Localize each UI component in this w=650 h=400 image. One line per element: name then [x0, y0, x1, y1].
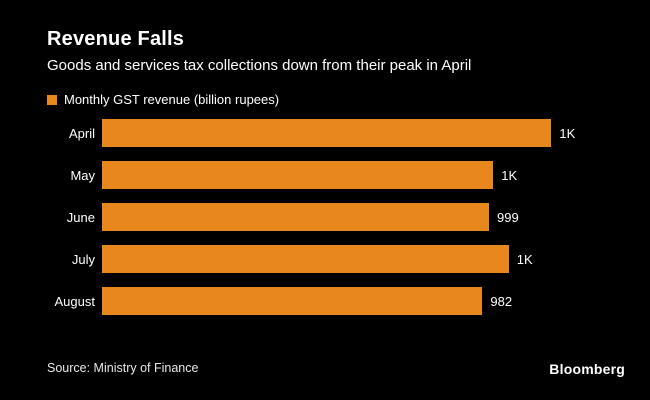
- bar-area: 982: [102, 287, 625, 315]
- bar-row: August 982: [47, 287, 625, 315]
- value-label: 1K: [559, 125, 576, 141]
- value-label: 1K: [516, 251, 533, 267]
- value-label: 982: [490, 293, 513, 309]
- bar: [102, 119, 552, 147]
- bar: [102, 245, 509, 273]
- bar-area: 1K: [102, 161, 625, 189]
- category-label: May: [70, 167, 95, 183]
- value-label: 1K: [501, 167, 518, 183]
- bar-area: 1K: [102, 119, 625, 147]
- bar-area: 999: [102, 203, 625, 231]
- legend-label: Monthly GST revenue (billion rupees): [64, 92, 280, 107]
- value-label: 999: [497, 209, 519, 225]
- bar-row: June 999: [47, 203, 625, 231]
- chart-legend: Monthly GST revenue (billion rupees): [47, 93, 625, 106]
- bar-area: 1K: [102, 245, 625, 273]
- category-label: August: [54, 293, 95, 309]
- category-label: July: [71, 251, 95, 267]
- bloomberg-logo: Bloomberg: [549, 361, 625, 377]
- legend-swatch-icon: [47, 94, 57, 105]
- bar-row: July 1K: [47, 245, 625, 273]
- bar-row: May 1K: [47, 161, 625, 189]
- chart-title: Revenue Falls: [47, 28, 185, 50]
- category-label: April: [68, 125, 95, 141]
- bar: [102, 287, 483, 315]
- source-note: Source: Ministry of Finance: [47, 361, 199, 375]
- bar: [102, 161, 494, 189]
- category-label: June: [66, 209, 95, 225]
- bar: [102, 203, 490, 231]
- chart-subtitle: Goods and services tax collections down …: [47, 57, 472, 74]
- bar-row: April 1K: [47, 119, 625, 147]
- bar-chart: April 1K May 1K June 999 July 1K August 982: [47, 119, 625, 315]
